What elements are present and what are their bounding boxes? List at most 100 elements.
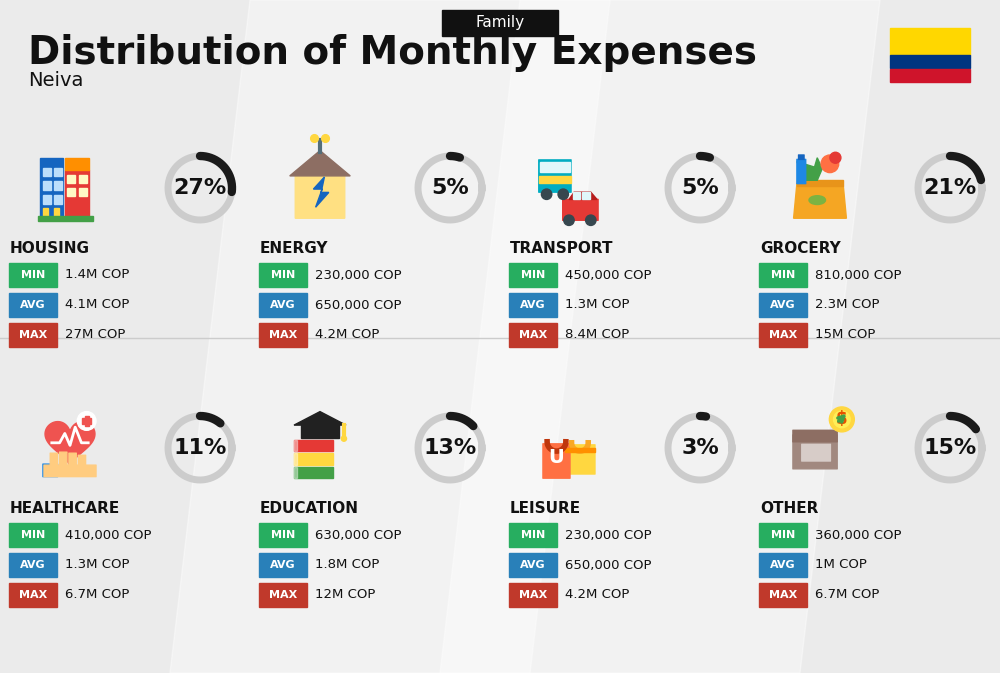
FancyBboxPatch shape bbox=[259, 523, 307, 547]
FancyBboxPatch shape bbox=[890, 69, 970, 82]
FancyBboxPatch shape bbox=[759, 523, 807, 547]
FancyBboxPatch shape bbox=[43, 464, 58, 476]
Polygon shape bbox=[797, 157, 822, 180]
Polygon shape bbox=[294, 412, 346, 425]
Text: HOUSING: HOUSING bbox=[10, 241, 90, 256]
Text: 410,000 COP: 410,000 COP bbox=[65, 528, 152, 542]
Circle shape bbox=[834, 411, 850, 428]
Text: 1M COP: 1M COP bbox=[815, 559, 867, 571]
FancyBboxPatch shape bbox=[509, 553, 557, 577]
FancyBboxPatch shape bbox=[793, 430, 837, 441]
Text: AVG: AVG bbox=[270, 300, 296, 310]
FancyBboxPatch shape bbox=[79, 188, 87, 196]
Text: 8.4M COP: 8.4M COP bbox=[565, 328, 629, 341]
FancyBboxPatch shape bbox=[85, 416, 89, 426]
Polygon shape bbox=[45, 421, 95, 466]
Circle shape bbox=[564, 215, 574, 225]
FancyBboxPatch shape bbox=[60, 452, 67, 468]
FancyBboxPatch shape bbox=[294, 439, 297, 451]
FancyBboxPatch shape bbox=[54, 209, 59, 218]
Text: MAX: MAX bbox=[19, 590, 47, 600]
Text: 13%: 13% bbox=[423, 438, 477, 458]
Text: 1.3M COP: 1.3M COP bbox=[65, 559, 130, 571]
Text: EDUCATION: EDUCATION bbox=[260, 501, 359, 516]
Text: TRANSPORT: TRANSPORT bbox=[510, 241, 614, 256]
Text: AVG: AVG bbox=[770, 300, 796, 310]
Text: AVG: AVG bbox=[20, 560, 46, 570]
Circle shape bbox=[341, 436, 347, 441]
FancyBboxPatch shape bbox=[565, 445, 595, 474]
Text: 15M COP: 15M COP bbox=[815, 328, 875, 341]
Text: MIN: MIN bbox=[521, 530, 545, 540]
FancyBboxPatch shape bbox=[259, 583, 307, 607]
Text: 15%: 15% bbox=[923, 438, 977, 458]
Text: MAX: MAX bbox=[19, 330, 47, 340]
Polygon shape bbox=[313, 177, 329, 207]
Circle shape bbox=[311, 135, 318, 143]
FancyBboxPatch shape bbox=[42, 209, 48, 218]
FancyBboxPatch shape bbox=[9, 583, 57, 607]
FancyBboxPatch shape bbox=[294, 439, 333, 451]
FancyBboxPatch shape bbox=[797, 160, 806, 184]
Circle shape bbox=[586, 215, 596, 225]
FancyBboxPatch shape bbox=[509, 523, 557, 547]
Polygon shape bbox=[569, 192, 597, 199]
Circle shape bbox=[322, 135, 329, 143]
Text: 11%: 11% bbox=[173, 438, 227, 458]
FancyBboxPatch shape bbox=[799, 155, 804, 160]
FancyBboxPatch shape bbox=[294, 453, 297, 464]
Text: 27%: 27% bbox=[173, 178, 227, 198]
Text: 6.7M COP: 6.7M COP bbox=[815, 588, 879, 602]
Text: 1.4M COP: 1.4M COP bbox=[65, 269, 129, 281]
FancyBboxPatch shape bbox=[9, 323, 57, 347]
Text: MAX: MAX bbox=[519, 590, 547, 600]
Text: MAX: MAX bbox=[269, 330, 297, 340]
Text: ENERGY: ENERGY bbox=[260, 241, 328, 256]
Text: 4.1M COP: 4.1M COP bbox=[65, 299, 129, 312]
FancyBboxPatch shape bbox=[9, 523, 57, 547]
Text: $: $ bbox=[836, 411, 848, 429]
Text: 27M COP: 27M COP bbox=[65, 328, 125, 341]
Circle shape bbox=[558, 189, 568, 199]
Text: 1.8M COP: 1.8M COP bbox=[315, 559, 379, 571]
FancyBboxPatch shape bbox=[64, 170, 89, 218]
Circle shape bbox=[830, 152, 841, 164]
FancyBboxPatch shape bbox=[890, 55, 970, 68]
Text: AVG: AVG bbox=[770, 560, 796, 570]
Polygon shape bbox=[794, 184, 846, 218]
FancyBboxPatch shape bbox=[890, 28, 970, 55]
Text: MIN: MIN bbox=[271, 270, 295, 280]
FancyBboxPatch shape bbox=[54, 168, 62, 176]
FancyBboxPatch shape bbox=[573, 192, 580, 199]
Text: 12M COP: 12M COP bbox=[315, 588, 375, 602]
FancyBboxPatch shape bbox=[82, 419, 91, 423]
Text: U: U bbox=[549, 448, 564, 467]
Text: MIN: MIN bbox=[771, 530, 795, 540]
Text: 4.2M COP: 4.2M COP bbox=[565, 588, 629, 602]
Circle shape bbox=[829, 407, 854, 432]
Text: 630,000 COP: 630,000 COP bbox=[315, 528, 402, 542]
Text: GROCERY: GROCERY bbox=[760, 241, 841, 256]
Text: 230,000 COP: 230,000 COP bbox=[565, 528, 652, 542]
FancyBboxPatch shape bbox=[79, 176, 87, 183]
FancyBboxPatch shape bbox=[759, 323, 807, 347]
FancyBboxPatch shape bbox=[9, 263, 57, 287]
Text: AVG: AVG bbox=[20, 300, 46, 310]
FancyBboxPatch shape bbox=[539, 176, 571, 183]
FancyBboxPatch shape bbox=[509, 583, 557, 607]
FancyBboxPatch shape bbox=[67, 176, 75, 183]
FancyBboxPatch shape bbox=[509, 263, 557, 287]
Text: 21%: 21% bbox=[923, 178, 977, 198]
Circle shape bbox=[541, 189, 552, 199]
FancyBboxPatch shape bbox=[294, 453, 333, 464]
Text: MIN: MIN bbox=[771, 270, 795, 280]
FancyBboxPatch shape bbox=[582, 192, 590, 199]
Text: 810,000 COP: 810,000 COP bbox=[815, 269, 902, 281]
Ellipse shape bbox=[809, 196, 826, 205]
Text: HEALTHCARE: HEALTHCARE bbox=[10, 501, 120, 516]
FancyBboxPatch shape bbox=[259, 553, 307, 577]
FancyBboxPatch shape bbox=[759, 553, 807, 577]
FancyBboxPatch shape bbox=[38, 215, 93, 221]
FancyBboxPatch shape bbox=[69, 453, 76, 468]
FancyBboxPatch shape bbox=[42, 168, 51, 176]
